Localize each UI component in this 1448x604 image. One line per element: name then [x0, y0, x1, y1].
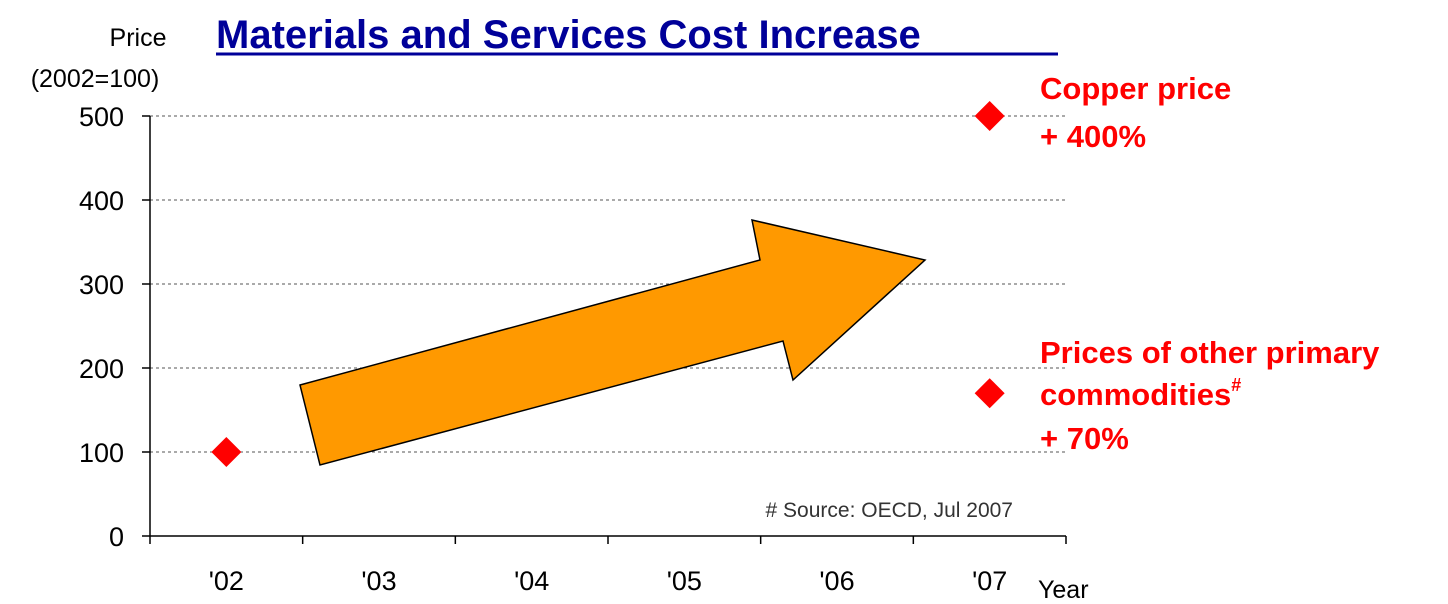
commodities-annotation-footnote-mark: #: [1231, 375, 1241, 395]
y-axis-title-line1: Price: [110, 24, 167, 52]
x-tick-label: '07: [972, 566, 1007, 596]
y-tick-label: 0: [109, 522, 124, 552]
x-axis-title: Year: [1038, 576, 1089, 604]
commodities-annotation-line1: Prices of other primary: [1040, 335, 1380, 370]
data-points: [211, 101, 1005, 467]
y-axis: 0 100 200 300 400 500: [79, 102, 150, 552]
y-tick-label: 400: [79, 186, 124, 216]
source-note: # Source: OECD, Jul 2007: [766, 499, 1013, 522]
y-tick-label: 200: [79, 354, 124, 384]
y-tick-label: 300: [79, 270, 124, 300]
x-tick-label: '04: [514, 566, 549, 596]
y-tick-label: 500: [79, 102, 124, 132]
x-tick-label: '02: [209, 566, 244, 596]
trend-arrow: [299, 219, 927, 466]
copper-annotation-line1: Copper price: [1040, 71, 1231, 106]
x-axis: '02 '03 '04 '05 '06 '07: [149, 536, 1067, 596]
grid-lines: [150, 115, 1066, 453]
commodities-annotation-line3: + 70%: [1040, 421, 1129, 456]
y-axis-title-line2: (2002=100): [31, 65, 160, 93]
y-tick-label: 100: [79, 438, 124, 468]
x-tick-label: '05: [667, 566, 702, 596]
data-point-marker: [211, 437, 242, 467]
data-point-marker: [974, 378, 1005, 409]
commodities-annotation-text: commodities: [1040, 377, 1231, 412]
x-tick-label: '06: [819, 566, 854, 596]
data-point-marker: [974, 101, 1005, 131]
x-tick-label: '03: [361, 566, 396, 596]
copper-annotation-line2: + 400%: [1040, 119, 1146, 154]
chart-title: Materials and Services Cost Increase: [216, 13, 921, 57]
commodities-annotation-line2: commodities#: [1040, 375, 1241, 412]
